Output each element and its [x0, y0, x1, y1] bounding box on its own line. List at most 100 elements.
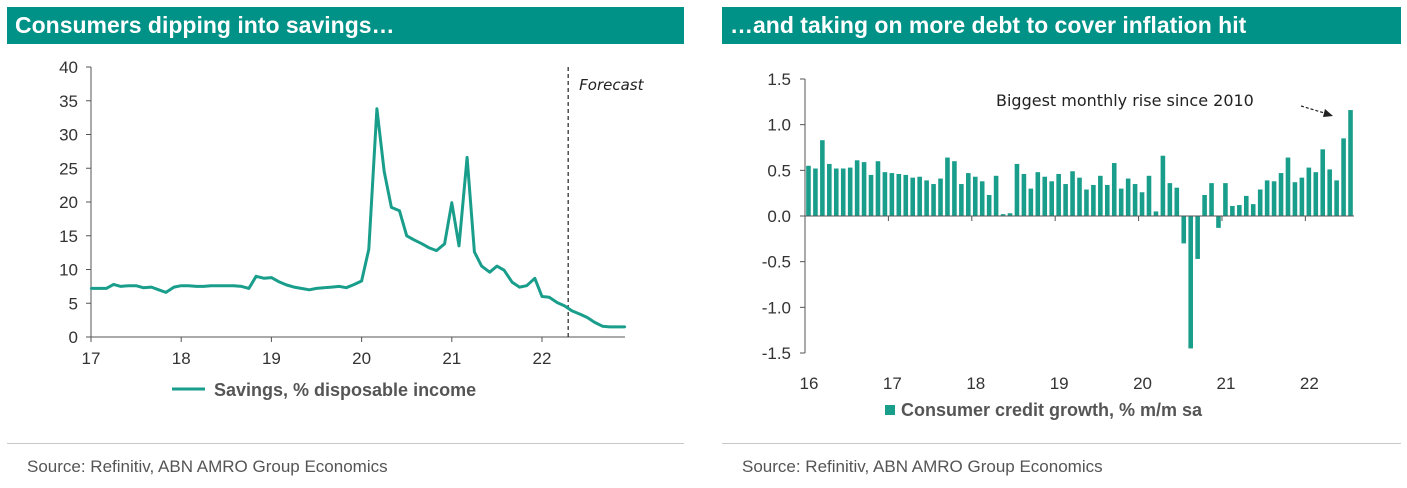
savings-data-point [540, 295, 544, 298]
savings-data-point [330, 285, 334, 289]
savings-data-point [142, 286, 145, 289]
right-chart-title: …and taking on more debt to cover inflat… [722, 7, 1401, 44]
savings-data-point [480, 264, 483, 268]
credit-growth-bar [833, 168, 839, 216]
savings-data-point [105, 287, 108, 290]
savings-data-point [217, 284, 221, 287]
credit-growth-bar [1007, 213, 1013, 216]
x-tick-label: 21 [442, 349, 461, 368]
credit-growth-bar [854, 160, 860, 216]
credit-growth-bar [1042, 176, 1048, 216]
savings-data-point [525, 284, 528, 287]
credit-growth-bar [1223, 183, 1228, 216]
savings-data-point [322, 286, 325, 289]
savings-data-point [134, 284, 138, 287]
x-tick-label: 18 [966, 374, 985, 393]
credit-growth-bar [1216, 216, 1221, 228]
credit-growth-bar [1195, 216, 1200, 259]
legend-swatch [885, 405, 895, 415]
savings-data-point [157, 288, 160, 291]
credit-growth-bar [1167, 183, 1173, 216]
credit-growth-bar [945, 157, 950, 216]
savings-data-point [420, 242, 424, 246]
credit-growth-bar [820, 140, 825, 216]
credit-growth-bar [952, 161, 957, 216]
savings-data-point [533, 277, 536, 280]
credit-growth-bar [1000, 214, 1006, 216]
y-tick-label: 40 [59, 58, 78, 77]
savings-data-point [299, 287, 303, 290]
credit-growth-bar [1271, 181, 1277, 216]
credit-growth-bar [1084, 189, 1089, 216]
savings-data-point [254, 275, 258, 278]
credit-growth-bar [1334, 180, 1339, 216]
x-tick-label: 19 [262, 349, 281, 368]
right-chart-panel: …and taking on more debt to cover inflat… [715, 0, 1407, 488]
y-tick-label: 0.0 [767, 207, 791, 226]
savings-data-point [382, 170, 386, 173]
credit-growth-bar [1153, 211, 1159, 216]
y-tick-label: -0.5 [762, 253, 791, 272]
x-tick-label: 20 [1133, 374, 1152, 393]
credit-growth-bar [1014, 163, 1020, 216]
credit-growth-bar [1049, 181, 1054, 216]
credit-growth-bar [1132, 184, 1138, 216]
right-divider [722, 443, 1401, 444]
savings-data-point [375, 107, 379, 111]
savings-data-point [473, 250, 476, 254]
y-tick-label: 25 [59, 159, 78, 178]
y-tick-label: 5 [69, 294, 78, 313]
credit-growth-bar [1341, 138, 1346, 216]
savings-data-point [398, 209, 401, 212]
y-tick-label: 15 [59, 227, 78, 246]
savings-data-point [308, 288, 311, 291]
savings-data-point [89, 287, 93, 290]
credit-growth-bar [1125, 178, 1131, 216]
savings-data-point [225, 284, 228, 287]
y-tick-label: 10 [59, 261, 78, 280]
left-chart-title: Consumers dipping into savings… [7, 7, 684, 44]
savings-data-point [502, 268, 506, 272]
credit-growth-bar [868, 174, 874, 216]
credit-growth-bar [1028, 188, 1034, 216]
savings-data-point [97, 287, 100, 290]
credit-growth-bar [1320, 149, 1326, 216]
savings-data-point [195, 285, 198, 288]
credit-growth-bar [1056, 173, 1061, 216]
credit-growth-bar [1146, 175, 1152, 216]
credit-growth-bar [1188, 216, 1193, 349]
credit-growth-bar [1139, 192, 1145, 216]
savings-data-point [457, 244, 461, 248]
credit-growth-bar [903, 174, 909, 216]
y-tick-label: 1.0 [767, 116, 791, 135]
credit-growth-bar [931, 184, 936, 216]
credit-growth-bar [966, 173, 971, 216]
savings-data-point [593, 320, 596, 324]
credit-growth-bar [1111, 163, 1117, 216]
savings-data-point [353, 283, 356, 286]
credit-growth-bar [1105, 184, 1110, 216]
credit-growth-bar [827, 163, 832, 216]
credit-growth-bar [1035, 172, 1041, 216]
credit-growth-bar [1181, 216, 1187, 244]
savings-data-point [209, 284, 213, 287]
credit-growth-bar [1299, 177, 1305, 216]
savings-data-point [405, 234, 408, 237]
savings-series-line [91, 107, 625, 329]
y-tick-label: 20 [59, 193, 78, 212]
credit-growth-bar [1077, 177, 1082, 216]
annotation-text: Biggest monthly rise since 2010 [996, 91, 1254, 110]
left-source-note: Source: Refinitiv, ABN AMRO Group Econom… [27, 457, 388, 476]
credit-growth-bar [1230, 205, 1235, 216]
y-tick-label: 30 [59, 126, 78, 145]
credit-growth-bar [1174, 187, 1180, 216]
credit-growth-bar [896, 173, 902, 216]
savings-data-point [277, 280, 280, 283]
savings-data-point [315, 287, 318, 290]
credit-growth-bar [1327, 169, 1332, 216]
savings-data-point [556, 301, 559, 304]
credit-growth-bar [889, 173, 895, 216]
credit-growth-bar [1070, 171, 1075, 216]
x-tick-label: 20 [352, 349, 371, 368]
credit-growth-bar [1202, 194, 1207, 216]
